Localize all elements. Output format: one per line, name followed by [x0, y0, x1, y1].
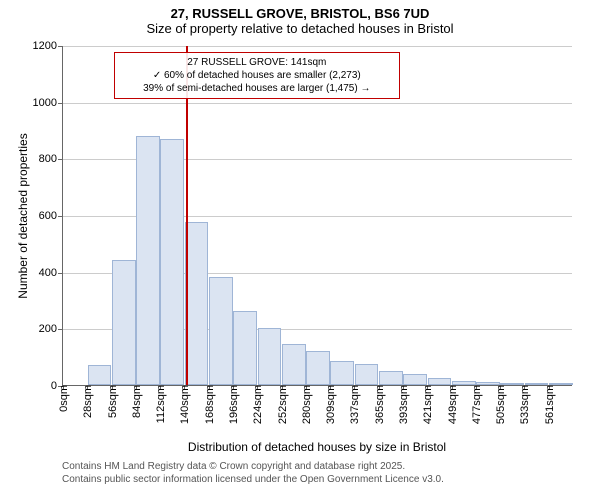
y-axis-label: Number of detached properties	[16, 133, 30, 298]
xtick-label: 56sqm	[105, 385, 119, 418]
xtick-label: 449sqm	[445, 385, 459, 424]
xtick-label: 421sqm	[420, 385, 434, 424]
xtick-label: 168sqm	[202, 385, 216, 424]
annotation-box: 27 RUSSELL GROVE: 141sqm✓ 60% of detache…	[114, 52, 400, 99]
xtick-label: 196sqm	[226, 385, 240, 424]
histogram-bar	[355, 364, 379, 385]
ytick-label: 800	[39, 153, 63, 165]
histogram-bar	[428, 378, 452, 385]
xtick-label: 533sqm	[517, 385, 531, 424]
annotation-line: ✓ 60% of detached houses are smaller (2,…	[121, 69, 393, 82]
ytick-label: 1200	[33, 40, 63, 52]
gridline	[63, 46, 572, 47]
credits-line-2: Contains public sector information licen…	[62, 473, 444, 486]
ytick-label: 400	[39, 267, 63, 279]
xtick-label: 561sqm	[542, 385, 556, 424]
xtick-label: 0sqm	[56, 385, 70, 412]
ytick-label: 1000	[33, 97, 63, 109]
title-main: 27, RUSSELL GROVE, BRISTOL, BS6 7UD	[0, 0, 600, 21]
histogram-bar	[160, 139, 184, 386]
xtick-label: 224sqm	[250, 385, 264, 424]
annotation-line: 27 RUSSELL GROVE: 141sqm	[121, 56, 393, 69]
annotation-line: 39% of semi-detached houses are larger (…	[121, 82, 393, 95]
xtick-label: 140sqm	[177, 385, 191, 424]
histogram-bar	[379, 371, 403, 385]
gridline	[63, 103, 572, 104]
xtick-label: 28sqm	[80, 385, 94, 418]
xtick-label: 309sqm	[323, 385, 337, 424]
x-axis-label: Distribution of detached houses by size …	[188, 440, 446, 454]
xtick-label: 365sqm	[372, 385, 386, 424]
histogram-bar	[330, 361, 354, 385]
credits-text: Contains HM Land Registry data © Crown c…	[62, 460, 444, 486]
histogram-bar	[258, 328, 282, 385]
histogram-bar	[88, 365, 112, 385]
histogram-bar	[306, 351, 330, 385]
histogram-bar	[233, 311, 257, 385]
histogram-bar	[209, 277, 233, 385]
histogram-bar	[282, 344, 306, 385]
xtick-label: 337sqm	[347, 385, 361, 424]
xtick-label: 84sqm	[129, 385, 143, 418]
plot-area: 0200400600800100012000sqm28sqm56sqm84sqm…	[62, 46, 572, 386]
xtick-label: 280sqm	[299, 385, 313, 424]
credits-line-1: Contains HM Land Registry data © Crown c…	[62, 460, 444, 473]
histogram-bar	[112, 260, 136, 385]
ytick-label: 600	[39, 210, 63, 222]
histogram-bar	[185, 222, 209, 385]
xtick-label: 112sqm	[153, 385, 167, 423]
xtick-label: 393sqm	[396, 385, 410, 424]
title-sub: Size of property relative to detached ho…	[0, 21, 600, 42]
xtick-label: 505sqm	[493, 385, 507, 424]
chart-container: 27, RUSSELL GROVE, BRISTOL, BS6 7UD Size…	[0, 0, 600, 500]
histogram-bar	[136, 136, 160, 385]
ytick-label: 200	[39, 323, 63, 335]
xtick-label: 477sqm	[469, 385, 483, 424]
histogram-bar	[403, 374, 427, 385]
xtick-label: 252sqm	[275, 385, 289, 424]
